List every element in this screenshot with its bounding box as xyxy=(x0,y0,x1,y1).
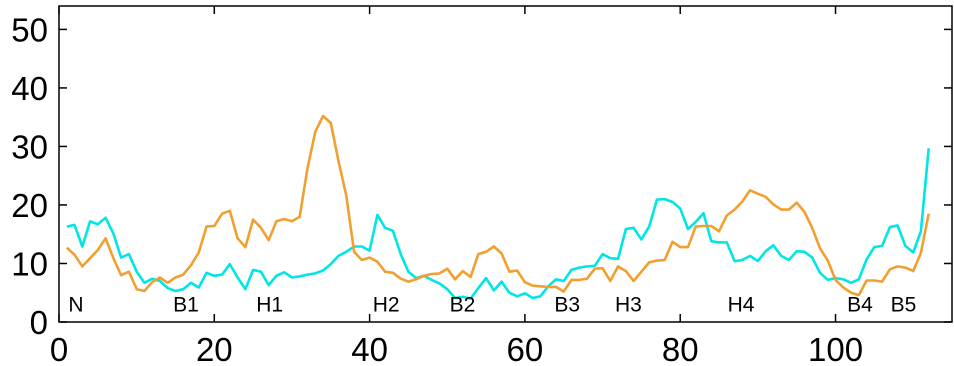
x-tick-label: 20 xyxy=(196,331,233,366)
annotation-label: B5 xyxy=(891,293,917,316)
chart-series xyxy=(65,114,930,300)
annotation-label: B1 xyxy=(173,293,199,316)
annotation-label: H2 xyxy=(373,293,400,316)
annotation-label: H3 xyxy=(615,293,642,316)
annotation-label: N xyxy=(68,293,83,316)
x-tick-label: 100 xyxy=(808,331,863,366)
annotation-label: B3 xyxy=(554,293,580,316)
y-tick-label: 20 xyxy=(11,187,48,224)
y-tick-label: 10 xyxy=(11,245,48,282)
x-tick-label: 40 xyxy=(351,331,388,366)
chart-annotations: N B1 H1 H2 B2 B3 H3 H4 B4 B5 xyxy=(68,293,916,316)
x-tick-label: 80 xyxy=(662,331,699,366)
annotation-label: B2 xyxy=(450,293,476,316)
series-line xyxy=(66,148,930,300)
chart-axes: 0 20 40 60 80 100 0 10 20 30 40 50 xyxy=(11,6,952,366)
annotation-label: H1 xyxy=(256,293,283,316)
plot-frame xyxy=(58,5,953,323)
annotation-label: B4 xyxy=(847,293,873,316)
y-tick-label: 50 xyxy=(11,11,48,48)
y-tick-label: 30 xyxy=(11,128,48,165)
annotation-label: H4 xyxy=(728,293,755,316)
y-tick-label: 40 xyxy=(11,70,48,107)
x-tick-label: 60 xyxy=(507,331,544,366)
series-line xyxy=(65,114,930,297)
y-tick-label: 0 xyxy=(30,304,48,341)
x-tick-label: 0 xyxy=(50,331,68,366)
